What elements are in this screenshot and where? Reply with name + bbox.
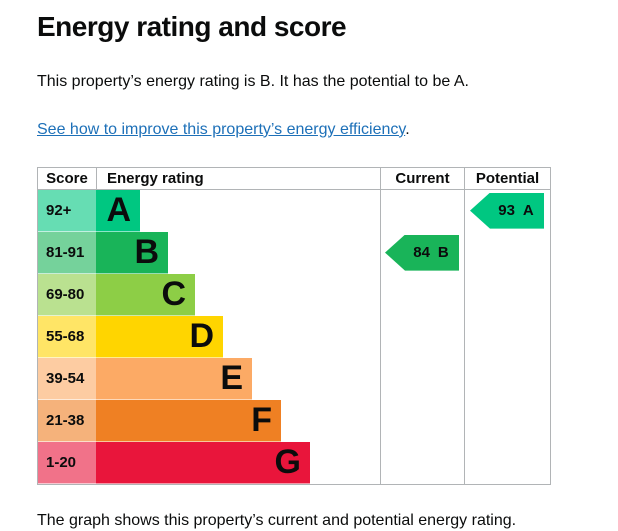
current-cell	[380, 273, 464, 316]
current-cell	[380, 315, 464, 358]
page-title: Energy rating and score	[37, 11, 347, 42]
rating-bar: B	[96, 231, 168, 274]
bar-area: G	[96, 441, 380, 484]
current-cell	[380, 399, 464, 442]
potential-score-value: 93	[498, 202, 515, 220]
bar-area: F	[96, 399, 380, 442]
graph-description-text: The graph shows this property’s current …	[37, 511, 517, 529]
current-band-letter: B	[437, 244, 449, 262]
rating-bar: C	[96, 273, 195, 316]
rating-bar: A	[96, 189, 140, 232]
improve-efficiency-link[interactable]: See how to improve this property’s energ…	[37, 120, 406, 138]
header-current: Current	[380, 167, 464, 189]
current-cell	[380, 441, 464, 484]
current-cell	[380, 357, 464, 400]
band-row-c: 69-80 C	[38, 273, 550, 316]
bar-area: D	[96, 315, 380, 358]
rating-bar: F	[96, 399, 281, 442]
potential-cell	[464, 441, 550, 484]
score-cell: 92+	[38, 189, 96, 232]
chart-header-row: Score Energy rating Current Potential	[38, 167, 550, 190]
score-cell: 81-91	[38, 231, 96, 274]
bar-area: A	[96, 189, 380, 232]
score-cell: 21-38	[38, 399, 96, 442]
link-period: .	[405, 120, 410, 138]
improve-line: See how to improve this property’s energ…	[37, 121, 618, 139]
potential-cell	[464, 189, 550, 232]
potential-band-letter: A	[522, 202, 534, 220]
score-cell: 55-68	[38, 315, 96, 358]
band-row-d: 55-68 D	[38, 315, 550, 358]
potential-cell	[464, 399, 550, 442]
potential-cell	[464, 273, 550, 316]
bar-area: C	[96, 273, 380, 316]
energy-rating-chart: Score Energy rating Current Potential 92…	[37, 166, 551, 485]
rating-summary-text: This property’s energy rating is B. It h…	[37, 72, 469, 90]
potential-cell	[464, 315, 550, 358]
current-cell	[380, 231, 464, 274]
band-row-g: 1-20 G	[38, 441, 550, 484]
score-cell: 39-54	[38, 357, 96, 400]
potential-cell	[464, 357, 550, 400]
score-cell: 1-20	[38, 441, 96, 484]
band-row-f: 21-38 F	[38, 399, 550, 442]
header-energy-rating: Energy rating	[96, 167, 380, 189]
band-row-e: 39-54 E	[38, 357, 550, 400]
header-score: Score	[46, 169, 88, 187]
bar-area: E	[96, 357, 380, 400]
current-score-value: 84	[413, 244, 430, 262]
band-row-a: 92+ A	[38, 189, 550, 232]
bar-area: B	[96, 231, 380, 274]
score-cell: 69-80	[38, 273, 96, 316]
rating-bar: G	[96, 441, 310, 484]
potential-cell	[464, 231, 550, 274]
rating-bar: D	[96, 315, 223, 358]
rating-bar: E	[96, 357, 252, 400]
header-potential: Potential	[464, 167, 550, 189]
band-row-b: 81-91 B	[38, 231, 550, 274]
current-cell	[380, 189, 464, 232]
